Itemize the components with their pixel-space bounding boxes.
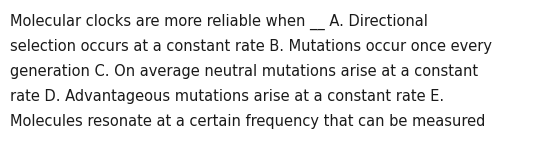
Text: generation C. On average neutral mutations arise at a constant: generation C. On average neutral mutatio… [10,64,478,79]
Text: selection occurs at a constant rate B. Mutations occur once every: selection occurs at a constant rate B. M… [10,39,492,54]
Text: Molecular clocks are more reliable when __ A. Directional: Molecular clocks are more reliable when … [10,14,428,30]
Text: rate D. Advantageous mutations arise at a constant rate E.: rate D. Advantageous mutations arise at … [10,89,444,104]
Text: Molecules resonate at a certain frequency that can be measured: Molecules resonate at a certain frequenc… [10,114,485,129]
